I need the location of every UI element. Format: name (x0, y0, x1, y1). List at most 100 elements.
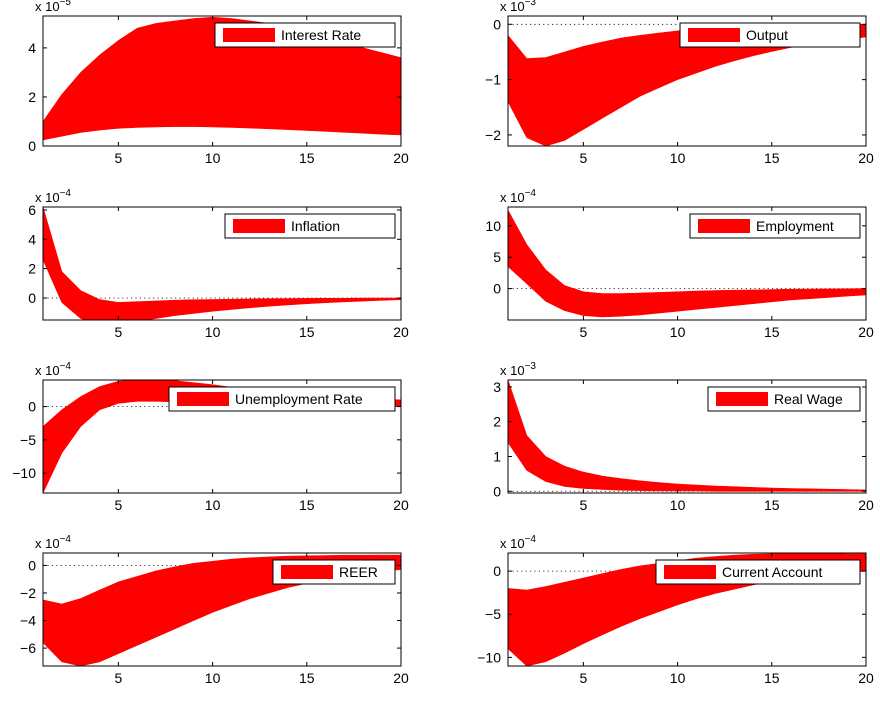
y-tick-label: 0 (493, 563, 501, 579)
x-tick-label: 5 (579, 150, 587, 166)
chart-panel-current-account: 5 10 15 20 −10 −5 0 x 10−4 Current Account (477, 534, 874, 686)
x-tick-label: 5 (579, 324, 587, 340)
legend-swatch (664, 565, 716, 579)
confidence-band (508, 380, 866, 492)
exponent-power: −4 (525, 534, 537, 545)
confidence-band (508, 209, 866, 318)
exponent-base: x 10 (500, 190, 525, 205)
x-tick-label: 10 (670, 670, 686, 686)
axes-box (42, 379, 402, 494)
x-tick-label: 15 (299, 670, 315, 686)
exponent-base: x 10 (500, 363, 525, 378)
chart-panel-output: 5 10 15 20 −2 −1 0 x 10−3 Output (485, 0, 874, 166)
x-tick-label: 15 (764, 150, 780, 166)
y-tick-label: 0 (28, 557, 36, 573)
x-tick-label: 15 (299, 324, 315, 340)
exponent-base: x 10 (35, 190, 60, 205)
y-tick-label: 2 (28, 261, 36, 277)
exponent-power: −5 (60, 0, 72, 8)
legend-swatch (177, 392, 229, 406)
x-tick-label: 5 (579, 497, 587, 513)
legend: Real Wage (707, 386, 861, 412)
x-tick-label: 10 (670, 150, 686, 166)
y-tick-label: 1 (493, 448, 501, 464)
axis-exponent-label: x 10−4 (500, 534, 536, 551)
y-tick-label: 5 (493, 249, 501, 265)
x-tick-label: 20 (858, 324, 874, 340)
y-tick-label: 0 (28, 399, 36, 415)
exponent-power: −3 (525, 361, 537, 372)
axis-exponent-label: x 10−4 (35, 361, 71, 378)
legend-swatch (233, 219, 285, 233)
exponent-power: −4 (525, 188, 537, 199)
legend: Output (679, 22, 861, 48)
x-tick-label: 5 (579, 670, 587, 686)
axes-box (507, 379, 867, 494)
exponent-base: x 10 (35, 0, 60, 14)
legend: Employment (689, 213, 861, 239)
y-tick-label: −10 (477, 649, 501, 665)
exponent-base: x 10 (500, 536, 525, 551)
x-tick-label: 10 (205, 670, 221, 686)
legend-swatch (698, 219, 750, 233)
x-tick-label: 5 (114, 497, 122, 513)
y-tick-label: 0 (28, 290, 36, 306)
x-tick-label: 10 (205, 324, 221, 340)
x-tick-label: 15 (764, 497, 780, 513)
y-tick-label: 2 (493, 414, 501, 430)
axis-exponent-label: x 10−3 (500, 361, 536, 378)
y-tick-label: 10 (485, 218, 501, 234)
x-tick-label: 20 (393, 670, 409, 686)
x-tick-label: 15 (764, 670, 780, 686)
y-tick-label: −1 (485, 72, 501, 88)
chart-panel-inflation: 5 10 15 20 0 2 4 6x 10−4 Inflation (28, 188, 409, 340)
exponent-power: −4 (60, 534, 72, 545)
y-tick-label: 6 (28, 202, 36, 218)
legend-box (655, 559, 861, 585)
axes-box (507, 552, 867, 667)
legend: REER (272, 559, 396, 585)
axis-exponent-label: x 10−4 (500, 188, 536, 205)
legend-label: Real Wage (774, 391, 843, 407)
y-tick-label: −5 (20, 432, 36, 448)
legend-label: Unemployment Rate (235, 391, 363, 407)
chart-panel-real-wage: 5 10 15 20 0 1 2 3x 10−3 Real Wage (493, 361, 874, 513)
y-tick-label: 0 (28, 138, 36, 154)
y-tick-label: 4 (28, 231, 36, 247)
y-tick-label: 3 (493, 379, 501, 395)
legend-label: Interest Rate (281, 27, 361, 43)
axis-exponent-label: x 10−4 (35, 534, 71, 551)
legend: Inflation (224, 213, 396, 239)
confidence-band (508, 24, 866, 146)
axis-exponent-label: x 10−4 (35, 188, 71, 205)
axis-exponent-label: x 10−3 (500, 0, 536, 14)
legend-label: REER (339, 564, 378, 580)
axes-box (42, 206, 402, 321)
y-tick-label: 0 (493, 16, 501, 32)
x-tick-label: 20 (858, 670, 874, 686)
y-tick-label: −10 (12, 465, 36, 481)
exponent-base: x 10 (35, 363, 60, 378)
axes-box (42, 15, 402, 147)
x-tick-label: 20 (858, 150, 874, 166)
y-tick-label: −6 (20, 640, 36, 656)
y-tick-label: 0 (493, 483, 501, 499)
y-tick-label: 0 (493, 281, 501, 297)
x-tick-label: 5 (114, 150, 122, 166)
x-tick-label: 5 (114, 324, 122, 340)
legend: Interest Rate (214, 22, 396, 48)
x-tick-label: 15 (299, 497, 315, 513)
y-tick-label: −4 (20, 613, 36, 629)
x-tick-label: 15 (299, 150, 315, 166)
legend-label: Inflation (291, 218, 340, 234)
legend-label: Current Account (722, 564, 822, 580)
legend-label: Employment (756, 218, 834, 234)
exponent-base: x 10 (35, 536, 60, 551)
axis-exponent-label: x 10−5 (35, 0, 71, 14)
axes-box (507, 206, 867, 321)
legend-swatch (716, 392, 768, 406)
x-tick-label: 10 (205, 497, 221, 513)
